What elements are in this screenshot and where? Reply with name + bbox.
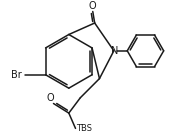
Text: TBS: TBS	[76, 124, 92, 133]
Text: N: N	[111, 46, 118, 56]
Text: O: O	[89, 1, 97, 11]
Text: Br: Br	[11, 70, 22, 80]
Text: O: O	[47, 93, 54, 103]
